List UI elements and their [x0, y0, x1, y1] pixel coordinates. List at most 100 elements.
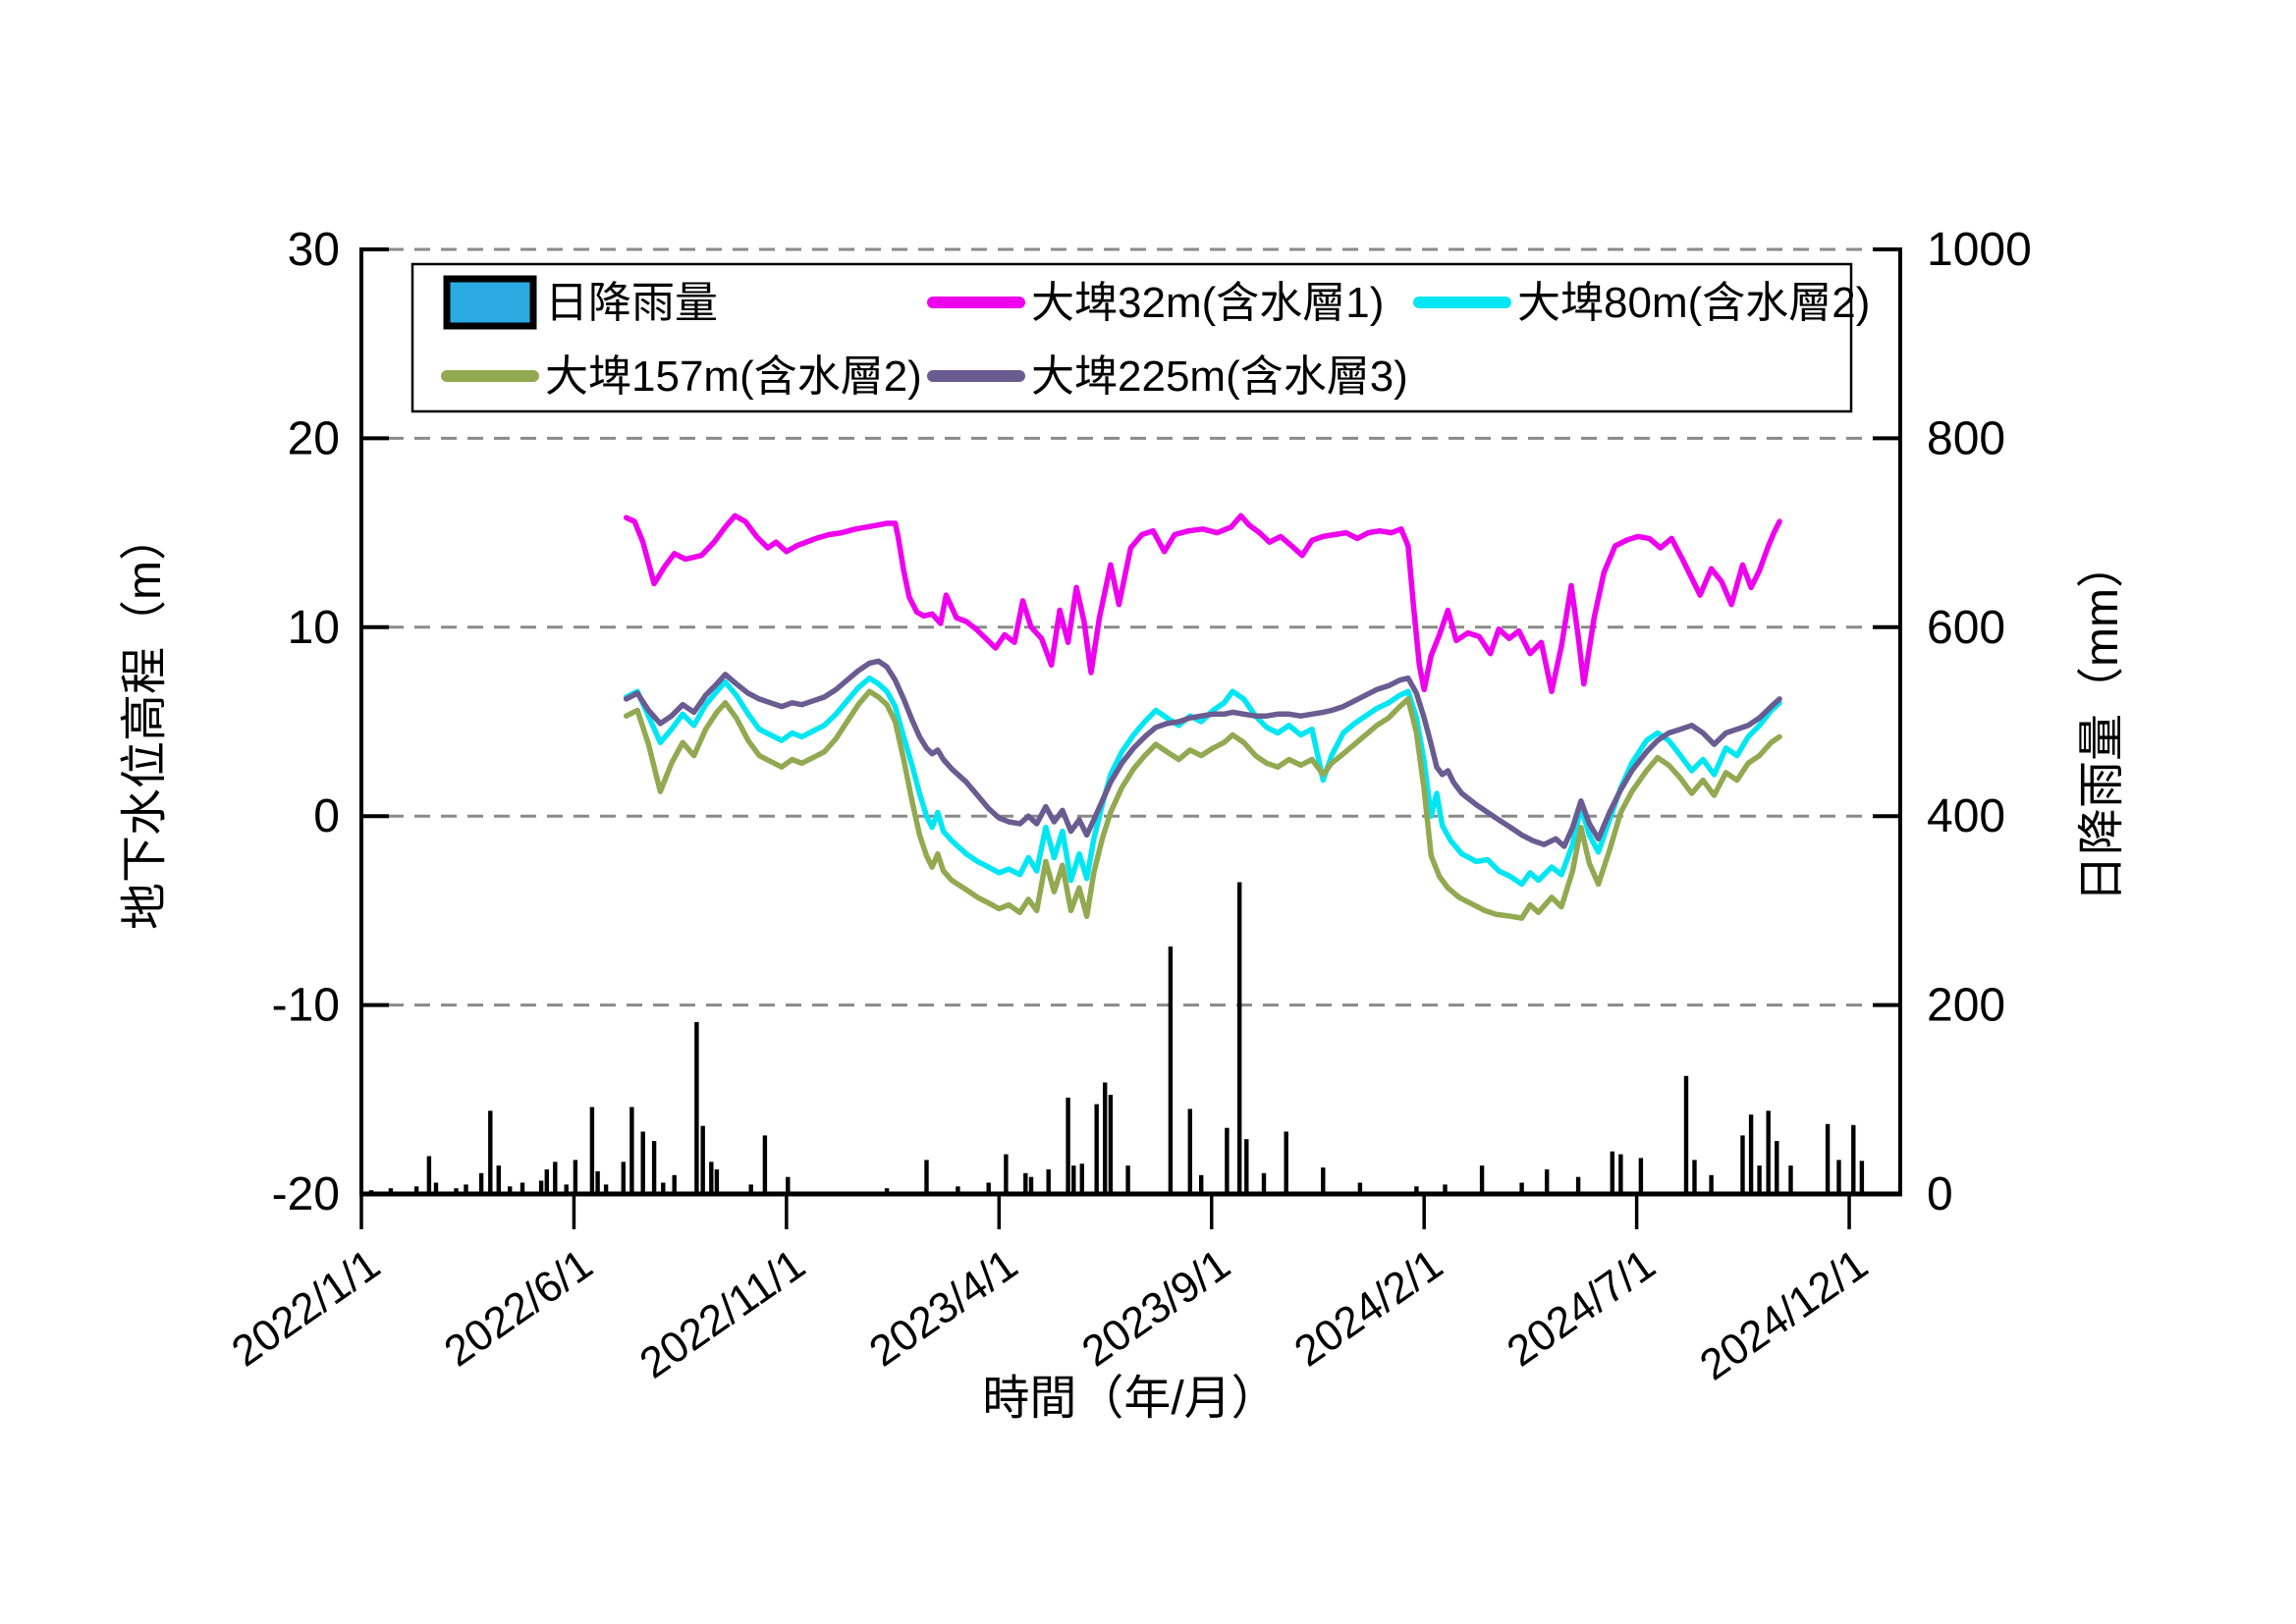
rain-bar: [1187, 1109, 1192, 1194]
rain-bar: [464, 1184, 468, 1194]
rain-bar: [1023, 1172, 1028, 1194]
legend-item-4: 大埤225m(含水層3): [927, 352, 1408, 401]
rain-bar: [1108, 1095, 1114, 1194]
rain-bar: [1225, 1127, 1230, 1194]
rain-bar: [1071, 1165, 1076, 1194]
rain-bar: [589, 1107, 595, 1194]
legend-item-label: 大埤32m(含水層1): [1031, 279, 1384, 327]
y-left-tick-label: 10: [288, 602, 340, 654]
chart-generated-layer: 30 20 10 0 -10 -20 1000 800 600 400 200 0 2022/1/1 20…: [223, 224, 2031, 1389]
x-tick-label: 2024/12/1: [1691, 1240, 1876, 1389]
y-right-tick-label: 800: [1927, 412, 2005, 464]
rain-bar: [1740, 1135, 1745, 1194]
rain-bar: [1066, 1097, 1070, 1194]
rainfall-bars: [368, 882, 1865, 1195]
rain-bar: [748, 1184, 753, 1194]
rain-bar: [1683, 1075, 1689, 1195]
rain-bar: [1046, 1169, 1051, 1194]
rain-bar: [651, 1141, 657, 1194]
rain-bar: [1103, 1082, 1108, 1194]
legend-item-label: 大埤225m(含水層3): [1031, 352, 1408, 401]
rain-bar: [956, 1186, 960, 1194]
legend-box: [410, 262, 1853, 413]
rain-bar: [1618, 1154, 1623, 1194]
y-right-tick-label: 0: [1927, 1168, 1953, 1220]
rain-bar: [595, 1170, 600, 1194]
rain-bar: [1199, 1174, 1204, 1194]
y-right-tick-label: 200: [1927, 980, 2005, 1032]
rain-bar: [1261, 1172, 1267, 1194]
legend: 日降雨量 大埤32m(含水層1) 大埤80m(含水層2) 大埤157m(含水層2) 大埤…: [410, 262, 1870, 413]
rain-bar: [488, 1110, 493, 1194]
rain-bar: [1851, 1124, 1856, 1194]
legend-item-2: 大埤80m(含水層2): [1413, 279, 1870, 327]
rain-bar: [603, 1184, 609, 1194]
rain-bar: [388, 1188, 394, 1194]
y-left-tick-label: 20: [288, 412, 340, 464]
rain-bar: [1692, 1160, 1697, 1194]
x-tick-label: 2022/11/1: [631, 1240, 814, 1388]
rain-bar: [1321, 1167, 1326, 1194]
y-right-tick-label: 400: [1927, 790, 2005, 842]
rain-bar: [478, 1172, 484, 1194]
rain-bar: [1575, 1176, 1581, 1194]
rain-bar: [564, 1184, 569, 1194]
rain-bar: [1709, 1174, 1714, 1194]
legend-item-0: 日降雨量: [443, 275, 718, 330]
rain-bar: [1748, 1114, 1754, 1194]
x-tick-label: 2022/6/1: [436, 1240, 601, 1376]
rain-bar: [709, 1162, 714, 1194]
x-axis-title: 時間（年/月）: [982, 1373, 1278, 1425]
rain-bar: [1414, 1186, 1419, 1194]
rain-bar: [661, 1182, 666, 1194]
rain-bar: [1125, 1165, 1130, 1194]
series-line-dp225: [623, 658, 1782, 849]
rain-bar: [1028, 1176, 1034, 1194]
rain-bar: [1766, 1110, 1771, 1194]
y-left-tick-label: -20: [272, 1168, 340, 1220]
y-left-axis-title: 地下水位高程（m）: [119, 514, 171, 930]
y-right-axis-title: 日降雨量（mm）: [2076, 541, 2128, 902]
rain-bar: [700, 1125, 705, 1194]
y-left-tick-label: -10: [272, 980, 340, 1032]
y-left-tick-label: 0: [313, 790, 340, 842]
y-right-tick-label: 600: [1927, 602, 2005, 654]
series-line-dp157: [623, 688, 1782, 921]
rain-bar: [1168, 947, 1174, 1194]
rain-bar: [1638, 1158, 1644, 1194]
legend-item-1: 大埤32m(含水層1): [927, 279, 1384, 327]
rain-bar: [714, 1169, 720, 1194]
legend-rain-swatch: [443, 275, 537, 330]
rain-bar: [496, 1165, 501, 1194]
rain-bar: [924, 1160, 929, 1194]
legend-item-label: 大埤80m(含水層2): [1517, 279, 1870, 327]
rain-bar: [413, 1186, 419, 1194]
rain-bar: [1757, 1165, 1762, 1194]
rain-bar: [426, 1156, 432, 1194]
series-line-dp32: [623, 513, 1782, 694]
rain-bar: [629, 1107, 634, 1194]
legend-item-3: 大埤157m(含水層2): [441, 352, 922, 401]
rain-bar: [1479, 1165, 1485, 1194]
x-tick-label: 2023/9/1: [1073, 1240, 1238, 1376]
rain-bar: [1519, 1182, 1524, 1194]
rain-bar: [1610, 1151, 1614, 1194]
rain-bar: [1004, 1154, 1009, 1194]
rain-bar: [573, 1160, 578, 1194]
rain-bar: [1284, 1131, 1288, 1194]
rain-bar: [986, 1182, 991, 1194]
rain-bar: [1825, 1123, 1831, 1194]
rain-bar: [1788, 1165, 1793, 1194]
x-tick-label: 2024/2/1: [1286, 1240, 1451, 1376]
rain-bar: [1237, 882, 1242, 1194]
rain-bar: [1079, 1164, 1084, 1194]
rain-bar: [508, 1186, 513, 1194]
y-left-tick-label: 30: [288, 224, 340, 276]
rain-bar: [538, 1180, 544, 1194]
rain-bar: [1545, 1169, 1550, 1194]
rain-bar: [1859, 1161, 1865, 1194]
x-tick-label: 2024/7/1: [1499, 1240, 1664, 1376]
rain-bar: [694, 1021, 699, 1194]
